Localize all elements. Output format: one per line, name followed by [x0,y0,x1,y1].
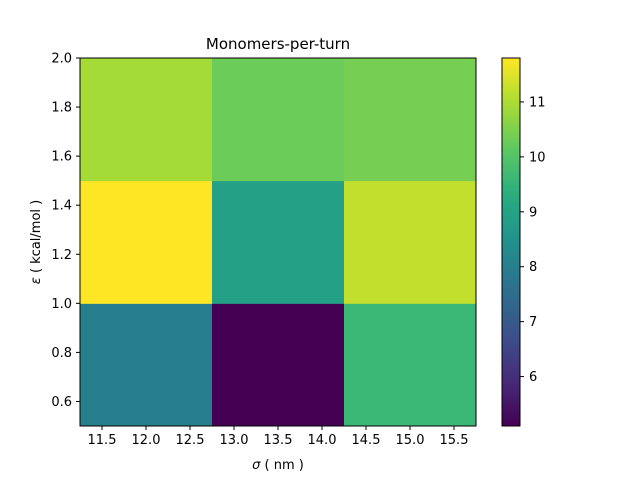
y-axis-unit: ( kcal/mol ) [29,200,44,273]
heatmap-cell-r0-c2 [344,303,477,427]
colorbar-tick-label: 7 [529,315,537,330]
heatmap-cell-r0-c0 [80,303,213,427]
heatmap-cell-r1-c0 [80,180,213,304]
x-tick-label: 15.0 [396,433,425,448]
x-tick-label: 15.5 [440,433,469,448]
y-tick-label: 1.0 [51,297,72,312]
heatmap-cell-r0-c1 [212,303,345,427]
colorbar-tick-label: 10 [529,150,546,165]
y-tick-label: 2.0 [51,52,72,67]
heatmap-cell-r1-c1 [212,180,345,304]
y-axis-symbol: ε [29,277,44,284]
colorbar-frame [501,57,521,427]
x-tick-label: 11.5 [88,433,117,448]
x-tick-label: 13.5 [264,433,293,448]
chart-title: Monomers-per-turn [206,35,350,53]
heatmap-cell-r1-c2 [344,180,477,304]
y-tick-label: 1.2 [51,248,72,263]
x-tick-label: 12.0 [132,433,161,448]
y-tick-label: 0.6 [51,395,72,410]
heatmap-cell-r2-c1 [212,58,345,182]
x-tick-label: 14.0 [308,433,337,448]
y-tick-label: 1.4 [51,199,72,214]
y-tick-label: 1.8 [51,101,72,116]
colorbar [502,58,520,426]
y-tick-label: 0.8 [51,346,72,361]
y-tick-label: 1.6 [51,150,72,165]
x-tick-label: 12.5 [176,433,205,448]
y-axis-ticks: 0.6 0.8 1.0 1.2 1.4 1.6 1.8 2.0 [51,52,80,410]
colorbar-ticks: 6 7 8 9 10 11 [520,95,546,385]
colorbar-tick-label: 6 [529,370,537,385]
x-axis-ticks: 11.5 12.0 12.5 13.0 13.5 14.0 14.5 15.0 15.5 [88,426,469,448]
heatmap-cell-r2-c2 [344,58,477,182]
y-axis-label: ε ( kcal/mol ) [29,200,44,284]
x-axis-label: σ ( nm ) [252,458,304,473]
colorbar-tick-label: 11 [529,95,546,110]
x-tick-label: 14.5 [352,433,381,448]
x-axis-unit: ( nm ) [265,458,304,473]
colorbar-tick-label: 8 [529,260,537,275]
x-axis-symbol: σ [252,458,261,473]
heatmap-cell-r2-c0 [80,58,213,182]
x-tick-label: 13.0 [220,433,249,448]
heatmap-cells [80,58,477,427]
colorbar-tick-label: 9 [529,205,537,220]
